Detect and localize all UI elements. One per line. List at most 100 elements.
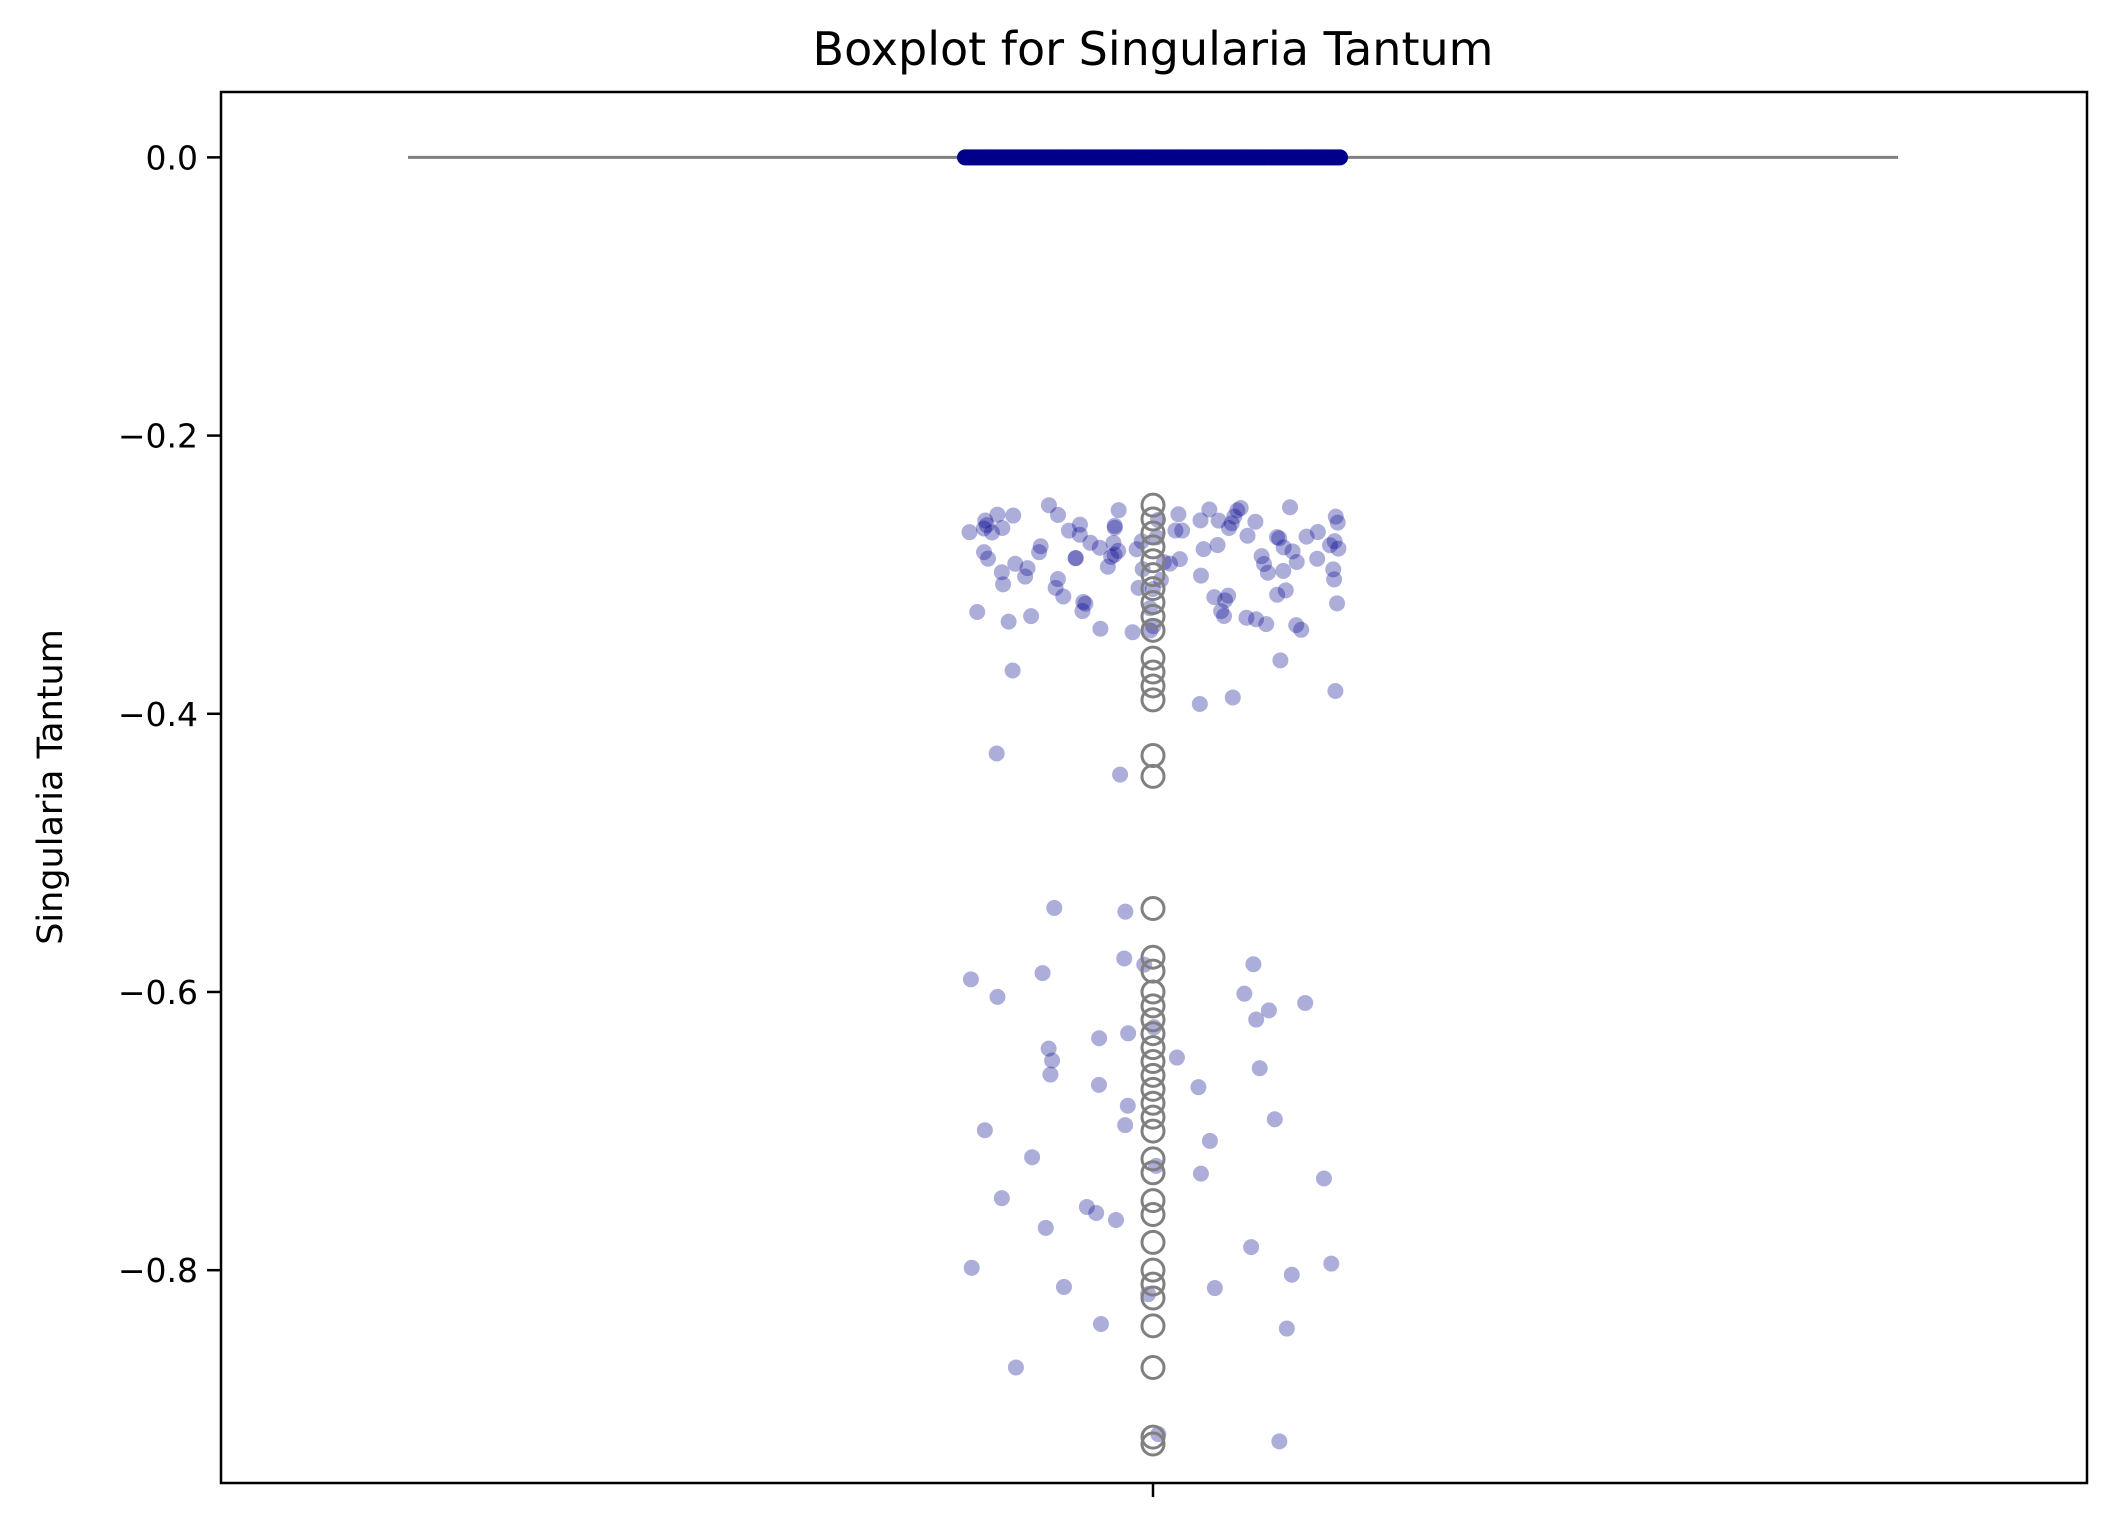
strip-point <box>1067 549 1084 566</box>
strip-point <box>1078 1198 1095 1215</box>
strip-point <box>1323 1255 1340 1272</box>
strip-point <box>1105 534 1122 551</box>
strip-point <box>961 524 978 541</box>
outlier-marker <box>1140 562 1166 588</box>
outlier-marker <box>1140 1007 1166 1033</box>
strip-point <box>1005 507 1022 524</box>
outlier-marker <box>1140 1049 1166 1075</box>
outlier-marker <box>1140 617 1166 643</box>
strip-point <box>1024 1149 1041 1166</box>
strip-point <box>1259 564 1276 581</box>
outlier-marker <box>1140 1257 1166 1283</box>
strip-point <box>1077 595 1094 612</box>
strip-point <box>1088 1204 1105 1221</box>
strip-point <box>1161 555 1178 572</box>
strip-point <box>1224 689 1241 706</box>
strip-point <box>1167 522 1184 539</box>
strip-point <box>1106 546 1123 563</box>
strip-point <box>1055 1278 1072 1295</box>
strip-point <box>963 1259 980 1276</box>
strip-point <box>1034 965 1051 982</box>
strip-point <box>1075 593 1092 610</box>
strip-point <box>1271 1433 1288 1450</box>
strip-point <box>1099 558 1116 575</box>
strip-point <box>1049 506 1066 523</box>
strip-point <box>1266 1111 1283 1128</box>
strip-point <box>1082 534 1099 551</box>
strip-point <box>1190 1079 1207 1096</box>
outlier-marker <box>1140 1355 1166 1381</box>
strip-point <box>1192 567 1209 584</box>
strip-point <box>1253 548 1270 565</box>
strip-point <box>1092 620 1109 637</box>
strip-point <box>995 576 1012 593</box>
outlier-marker <box>1140 979 1166 1005</box>
outlier-marker <box>1140 534 1166 560</box>
strip-point <box>1168 1049 1185 1066</box>
strip-point <box>1238 609 1255 626</box>
strip-point <box>1298 528 1315 545</box>
outlier-marker <box>1140 576 1166 602</box>
strip-point <box>1047 579 1064 596</box>
outlier-marker <box>1140 1313 1166 1339</box>
strip-point <box>993 1190 1010 1207</box>
strip-point <box>1174 522 1191 539</box>
strip-point <box>1269 529 1286 546</box>
strip-point <box>1236 985 1253 1002</box>
strip-point <box>1272 652 1289 669</box>
strip-point <box>993 564 1010 581</box>
strip-point <box>1092 1316 1109 1333</box>
strip-point <box>1275 539 1292 556</box>
outlier-marker <box>1140 1202 1166 1228</box>
strip-point <box>989 988 1006 1005</box>
strip-point <box>1243 1239 1260 1256</box>
outlier-marker <box>1140 1424 1166 1450</box>
strip-point <box>1278 1320 1295 1337</box>
strip-point <box>1037 1219 1054 1236</box>
strip-point <box>1017 568 1034 585</box>
strip-point <box>1117 903 1134 920</box>
plot-area <box>408 149 1898 1457</box>
strip-point <box>1191 695 1208 712</box>
strip-point <box>976 1122 993 1139</box>
strip-point <box>1326 533 1343 550</box>
strip-point <box>962 971 979 988</box>
strip-point <box>1297 994 1314 1011</box>
strip-point <box>1007 555 1024 572</box>
strip-point <box>1329 514 1346 531</box>
strip-point <box>1271 530 1288 547</box>
outlier-marker <box>1140 673 1166 699</box>
outlier-marker <box>1140 603 1166 629</box>
strip-point <box>1329 595 1346 612</box>
strip-point <box>1223 515 1240 532</box>
y-tick-label: 0.0 <box>146 138 198 177</box>
strip-point <box>1229 502 1246 519</box>
outlier-marker <box>1140 1090 1166 1116</box>
strip-point <box>1067 550 1084 567</box>
strip-point <box>1226 508 1243 525</box>
strip-point <box>1248 611 1265 628</box>
strip-point <box>1288 553 1305 570</box>
outlier-marker <box>1140 1229 1166 1255</box>
outlier-marker <box>1140 1062 1166 1088</box>
strip-point <box>1206 589 1223 606</box>
strip-point <box>1322 537 1339 554</box>
y-axis-label: Singularia Tantum <box>31 629 71 945</box>
strip-point <box>1091 539 1108 556</box>
y-tick-label: −0.4 <box>118 695 198 734</box>
strip-point <box>1210 512 1227 529</box>
outlier-marker <box>1140 645 1166 671</box>
strip-point <box>1107 1211 1124 1228</box>
strip-point <box>1275 562 1292 579</box>
strip-point <box>1239 527 1256 544</box>
strip-point <box>1007 1359 1024 1376</box>
strip-point <box>1071 526 1088 543</box>
strip-point <box>1220 587 1237 604</box>
strip-point <box>1074 603 1091 620</box>
outlier-marker <box>1140 589 1166 615</box>
strip-point <box>989 506 1006 523</box>
strip-point <box>1248 1011 1265 1028</box>
y-tick-label: −0.6 <box>118 973 198 1012</box>
